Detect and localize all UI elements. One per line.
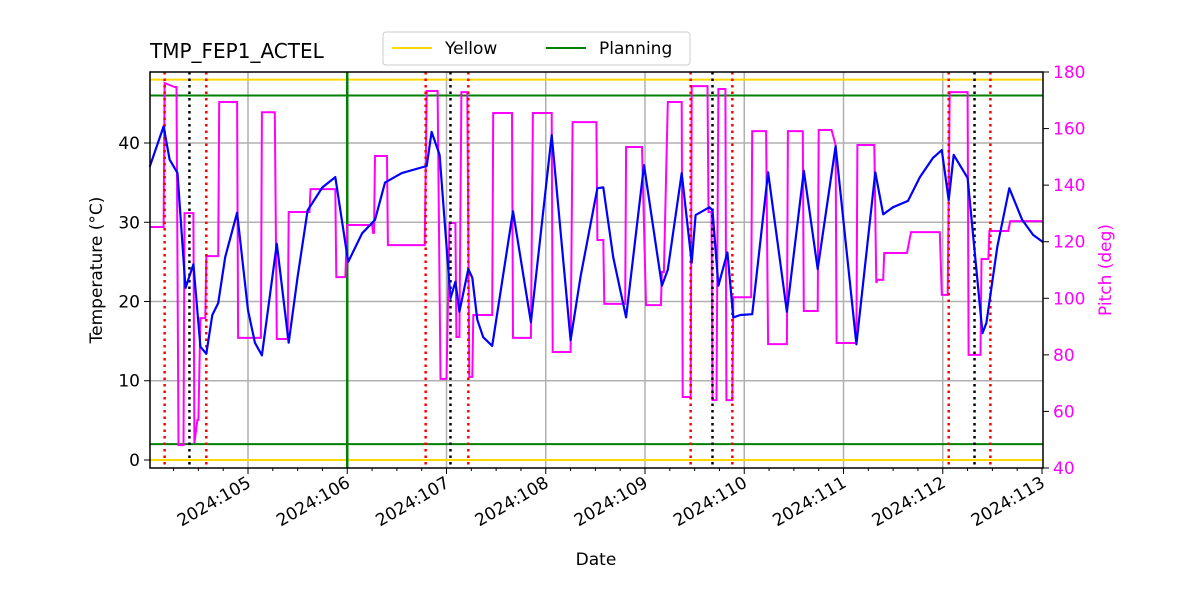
pitch-series-line — [149, 81, 1043, 447]
y-tick-label: 30 — [118, 213, 140, 233]
legend-box — [382, 31, 691, 66]
plot-area — [148, 72, 1044, 468]
y2-tick-label: 100 — [1053, 289, 1085, 309]
legend-yellow-label: Yellow — [444, 39, 497, 59]
y2-axis-label: Pitch (deg) — [1096, 224, 1116, 316]
temperature-series-line — [148, 125, 1044, 357]
y-axis-label: Temperature (°C) — [87, 197, 107, 345]
y2-tick-label: 60 — [1053, 402, 1075, 422]
y-tick-label: 10 — [118, 372, 140, 392]
y2-tick-label: 80 — [1053, 346, 1075, 366]
legend: Yellow Planning — [382, 31, 691, 66]
y-tick-label: 0 — [129, 451, 140, 471]
y-tick-label: 20 — [118, 293, 140, 313]
y2-tick-label: 120 — [1053, 233, 1085, 253]
x-axis-label: Date — [576, 550, 617, 570]
legend-planning-label: Planning — [599, 39, 672, 59]
y-tick-label: 40 — [118, 134, 140, 154]
axes-frame — [149, 71, 1044, 469]
y2-tick-label: 40 — [1053, 459, 1075, 479]
chart-title: TMP_FEP1_ACTEL — [149, 39, 325, 63]
y2-tick-label: 180 — [1053, 63, 1085, 83]
y2-tick-label: 160 — [1053, 120, 1085, 140]
y2-tick-label: 140 — [1053, 176, 1085, 196]
